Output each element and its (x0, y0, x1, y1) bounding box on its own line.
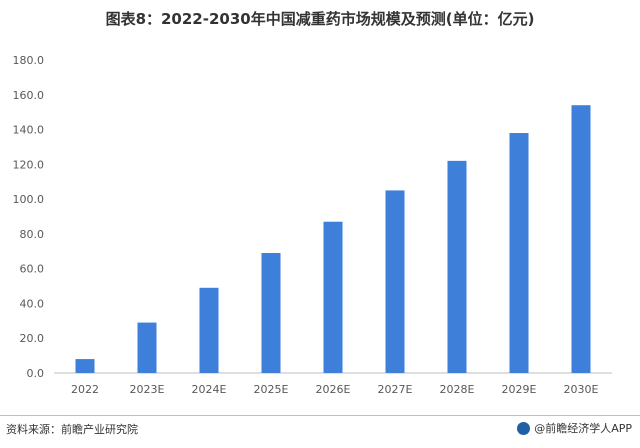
bar (75, 359, 95, 373)
x-tick-label: 2029E (502, 383, 537, 396)
y-tick-label: 80.0 (20, 228, 45, 241)
x-tick-label: 2025E (254, 383, 289, 396)
bar (261, 253, 281, 373)
x-tick-label: 2024E (192, 383, 227, 396)
x-tick-label: 2027E (378, 383, 413, 396)
footer-divider (0, 415, 640, 416)
y-tick-label: 140.0 (13, 124, 45, 137)
x-tick-label: 2023E (130, 383, 165, 396)
y-tick-label: 20.0 (20, 332, 45, 345)
x-tick-label: 2026E (316, 383, 351, 396)
y-tick-label: 120.0 (13, 158, 45, 171)
bar (199, 287, 219, 373)
brand-label: @前瞻经济学人APP (534, 422, 632, 435)
y-tick-label: 60.0 (20, 263, 45, 276)
x-tick-label: 2028E (440, 383, 475, 396)
bar (509, 133, 529, 373)
bar (137, 322, 157, 373)
bar (447, 160, 467, 373)
y-tick-label: 100.0 (13, 193, 45, 206)
chart-title: 图表8：2022-2030年中国减重药市场规模及预测(单位：亿元) (105, 10, 535, 28)
x-tick-label: 2030E (564, 383, 599, 396)
y-tick-label: 0.0 (27, 367, 45, 380)
bar (385, 190, 405, 373)
x-tick-label: 2022 (71, 383, 99, 396)
y-tick-label: 40.0 (20, 297, 45, 310)
y-tick-label: 180.0 (13, 54, 45, 67)
brand-credit: @前瞻经济学人APP (517, 420, 632, 436)
source-note: 资料来源：前瞻产业研究院 (6, 423, 138, 436)
bar (323, 221, 343, 373)
brand-logo-icon (517, 421, 531, 435)
y-tick-label: 160.0 (13, 89, 45, 102)
bar (571, 105, 591, 373)
bar-chart: 0.0 20.0 40.0 60.0 80.0 100.0 120.0 140.0 160.0 1… (13, 54, 612, 396)
